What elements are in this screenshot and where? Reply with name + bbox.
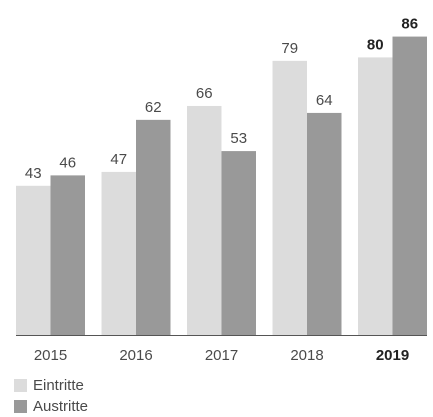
bar-austritte-2019 xyxy=(392,36,427,336)
legend-item-austritte: Austritte xyxy=(14,396,88,417)
bar-eintritte-2016 xyxy=(101,171,136,335)
legend-swatch-eintritte xyxy=(14,379,27,392)
bar-eintritte-2018 xyxy=(272,60,307,336)
bar-eintritte-2019 xyxy=(358,57,393,336)
x-tick-label-2016: 2016 xyxy=(119,347,152,364)
legend-swatch-austritte xyxy=(14,400,27,413)
bar-austritte-2018 xyxy=(307,112,342,335)
data-label-eintritte-2017: 66 xyxy=(196,85,213,102)
x-tick-label-2019: 2019 xyxy=(376,347,409,364)
legend-label-eintritte: Eintritte xyxy=(33,377,84,394)
data-label-austritte-2015: 46 xyxy=(59,154,76,171)
data-label-eintritte-2016: 47 xyxy=(110,151,127,168)
bar-austritte-2017 xyxy=(221,151,256,335)
data-label-austritte-2019: 86 xyxy=(401,16,418,33)
data-label-austritte-2016: 62 xyxy=(145,99,162,116)
bar-austritte-2016 xyxy=(136,119,171,335)
data-label-eintritte-2019: 80 xyxy=(367,36,384,53)
bar-austritte-2015 xyxy=(50,175,85,335)
data-label-austritte-2018: 64 xyxy=(316,92,333,109)
bar-eintritte-2017 xyxy=(187,105,222,335)
data-label-eintritte-2018: 79 xyxy=(281,40,298,57)
data-label-eintritte-2015: 43 xyxy=(25,165,42,182)
x-tick-label-2018: 2018 xyxy=(290,347,323,364)
x-tick-label-2017: 2017 xyxy=(205,347,238,364)
bar-eintritte-2015 xyxy=(16,185,51,335)
legend-label-austritte: Austritte xyxy=(33,398,89,415)
x-tick-label-2015: 2015 xyxy=(34,347,67,364)
legend-item-eintritte: Eintritte xyxy=(14,375,88,396)
legend: Eintritte Austritte xyxy=(14,375,88,417)
data-label-austritte-2017: 53 xyxy=(230,130,247,147)
